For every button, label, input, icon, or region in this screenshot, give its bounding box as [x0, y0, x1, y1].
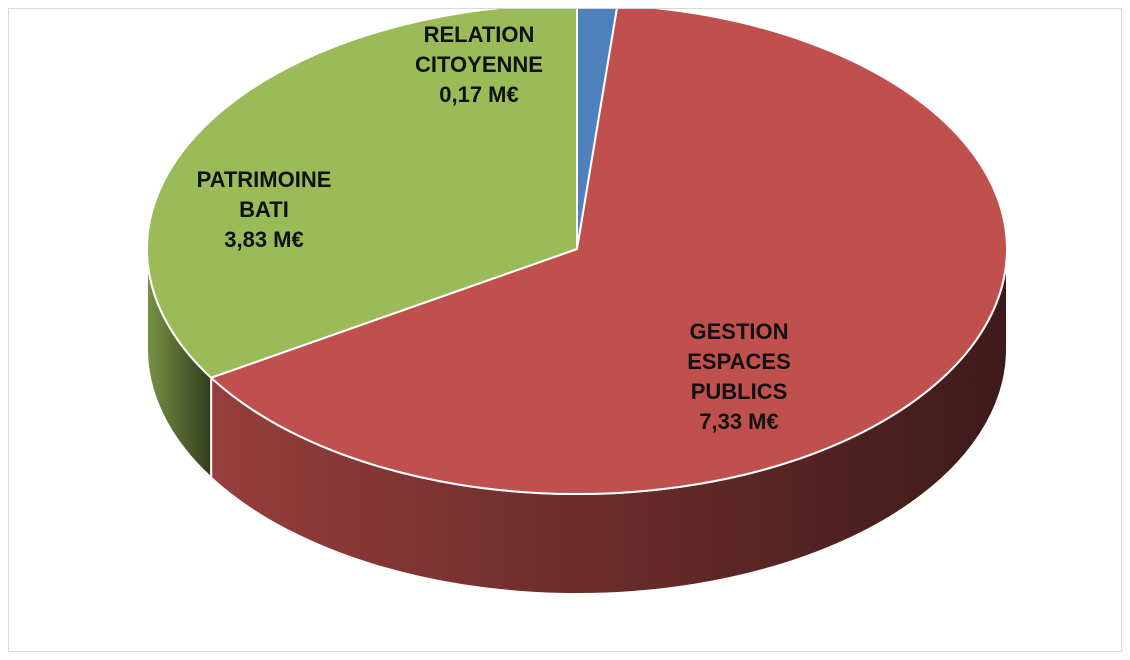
chart-area: RELATION CITOYENNE 0,17 M€ GESTION ESPACES PU…: [8, 8, 1122, 652]
slice-category-label-1: GESTION: [689, 319, 788, 344]
slice-category-label-1: ESPACES: [687, 349, 791, 374]
pie-labels: RELATION CITOYENNE 0,17 M€ GESTION ESPACES PU…: [197, 22, 791, 434]
slice-value-label-2: 3,83 M€: [224, 227, 304, 252]
slice-category-label-0: CITOYENNE: [415, 52, 543, 77]
slice-category-label-1: PUBLICS: [691, 379, 788, 404]
pie-chart: RELATION CITOYENNE 0,17 M€ GESTION ESPACES PU…: [146, 9, 1008, 595]
slice-value-label-1: 7,33 M€: [699, 409, 779, 434]
slice-value-label-0: 0,17 M€: [439, 82, 519, 107]
slice-category-label-0: RELATION: [424, 22, 535, 47]
pie-tops: [146, 9, 1008, 495]
slice-category-label-2: BATI: [239, 197, 289, 222]
slice-1: [209, 9, 1008, 495]
slice-category-label-2: PATRIMOINE: [197, 167, 332, 192]
slice-2: [146, 9, 578, 379]
